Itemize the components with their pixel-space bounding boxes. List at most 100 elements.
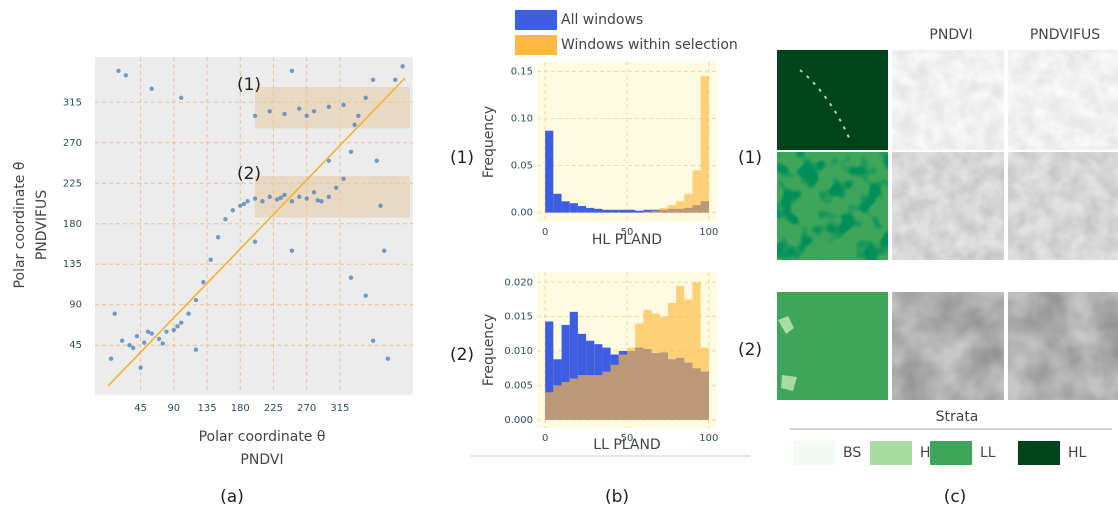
point: [278, 195, 284, 200]
point: [223, 217, 228, 222]
histograms: 0.00 0.05 0.10 0.15 0 50 100 HL PLAND Frequency A…: [481, 10, 738, 453]
column-header: PNDVIFUS: [1030, 27, 1100, 43]
histogram-bar: [635, 323, 644, 420]
legend-swatch: [930, 441, 972, 465]
point: [238, 203, 243, 208]
selection-box: [255, 176, 410, 218]
ndvi-texture: [1008, 292, 1118, 400]
ndvi-texture: [892, 292, 1004, 400]
map-feature: [778, 316, 797, 391]
point: [171, 327, 177, 333]
x-axis-label: PNDVI: [240, 452, 283, 468]
x-tick-label: 315: [330, 403, 349, 414]
point: [123, 73, 129, 78]
histogram-bar: [553, 385, 562, 420]
panel-label: (a): [220, 487, 244, 507]
panel-label: (c): [944, 487, 967, 507]
histogram-bar: [692, 282, 701, 420]
point: [252, 239, 258, 244]
histogram-bar: [643, 209, 652, 213]
y-tick-label: 225: [63, 178, 82, 189]
histogram-bar: [692, 170, 701, 213]
histogram-bar: [553, 193, 562, 213]
histogram-bar: [561, 324, 570, 420]
selection-label: (1): [237, 75, 261, 95]
histogram-bar: [676, 201, 685, 213]
point: [267, 194, 272, 199]
identity-line: [107, 77, 406, 387]
histogram-bar: [667, 302, 677, 420]
row-label: (2): [450, 345, 474, 365]
strata-legend: BS H LL HL: [793, 441, 1087, 465]
y-tick-label: 315: [63, 97, 82, 108]
point: [142, 340, 147, 345]
point: [370, 338, 376, 343]
y-tick-label: 0.10: [511, 113, 533, 124]
point: [186, 311, 191, 316]
y-axis-label: Frequency: [481, 106, 497, 178]
histogram-bar: [659, 207, 668, 213]
point: [138, 365, 143, 370]
row-label: (1): [450, 148, 474, 168]
histogram-bar: [627, 347, 636, 420]
point: [230, 208, 236, 213]
point: [252, 196, 258, 201]
point: [112, 311, 117, 316]
x-tick-label: 135: [197, 403, 216, 414]
selection-box: [255, 86, 410, 129]
point: [374, 158, 379, 163]
legend-swatch: [870, 441, 912, 465]
row-label: (2): [738, 340, 762, 360]
x-tick-label: 0: [542, 433, 548, 444]
point: [134, 334, 140, 339]
y-tick-label: 90: [69, 300, 82, 311]
point: [311, 190, 317, 195]
histogram-bar: [545, 392, 554, 420]
selection-label: (2): [237, 164, 261, 184]
point: [160, 341, 165, 346]
point: [326, 158, 332, 163]
legend-swatch: [793, 441, 835, 465]
point: [341, 102, 346, 108]
x-axis-label: HL PLAND: [592, 232, 662, 248]
histogram-bar: [643, 211, 652, 213]
histogram-bar: [643, 309, 652, 420]
column-header: PNDVI: [929, 27, 972, 43]
point: [149, 86, 154, 91]
point: [304, 196, 309, 201]
x-tick-label: 50: [621, 433, 634, 444]
histogram-bar: [577, 206, 587, 213]
point: [164, 329, 169, 334]
y-axis-label: PNDVIFUS: [34, 190, 50, 260]
legend-label: H: [920, 445, 931, 461]
histogram-bar: [602, 371, 611, 420]
point: [252, 113, 258, 118]
point: [311, 109, 317, 114]
legend-swatch: [515, 35, 557, 55]
point: [341, 176, 346, 181]
point: [127, 343, 132, 348]
point: [245, 199, 250, 204]
x-tick-label: 100: [699, 227, 718, 238]
point: [289, 248, 295, 253]
histogram-bar: [594, 375, 603, 420]
x-tick-label: 225: [264, 403, 283, 414]
y-tick-label: 0.05: [511, 161, 533, 172]
point: [289, 199, 295, 204]
legend-label: Windows within selection: [561, 37, 738, 53]
histogram-bar: [700, 76, 709, 213]
histogram-bar: [569, 378, 578, 420]
panel-label: (b): [605, 487, 629, 507]
y-axis-label: Frequency: [481, 314, 497, 386]
point: [315, 198, 320, 203]
point: [356, 113, 361, 118]
point: [326, 194, 332, 199]
x-tick-label: 180: [231, 403, 250, 414]
row-label: (1): [738, 148, 762, 168]
point: [282, 111, 287, 117]
point: [400, 64, 405, 69]
point: [393, 77, 398, 82]
legend-swatch: [515, 10, 557, 30]
x-tick-label: 100: [699, 433, 718, 444]
point: [119, 338, 125, 343]
